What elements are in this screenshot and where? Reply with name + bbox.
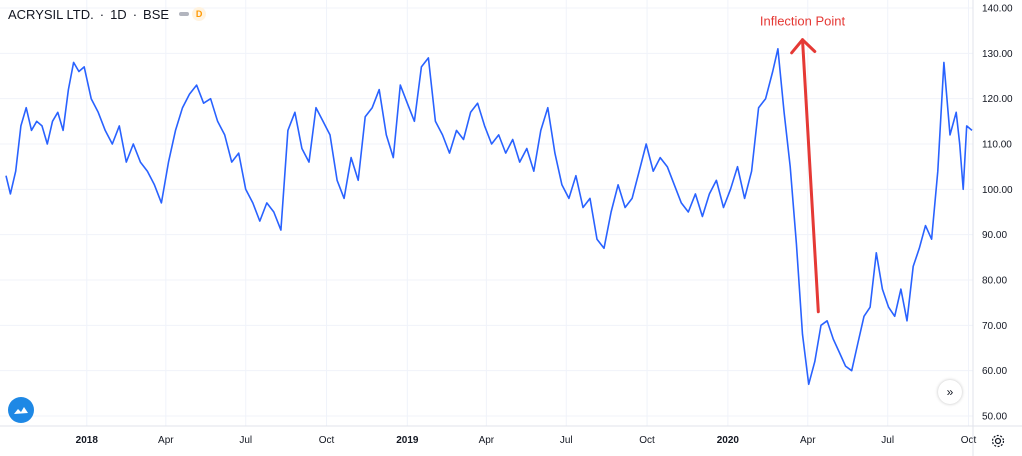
x-tick-label: 2019 — [396, 435, 419, 446]
y-tick-label: 70.00 — [982, 321, 1007, 332]
symbol-name[interactable]: ACRYSIL LTD. — [8, 6, 94, 22]
interval-label[interactable]: 1D — [110, 6, 127, 22]
annotation-arrow-head — [790, 38, 817, 55]
minus-icon — [179, 12, 190, 16]
status-pill[interactable]: D — [179, 7, 207, 21]
x-tick-label: Jul — [881, 435, 894, 446]
x-tick-label: Jul — [239, 435, 252, 446]
y-tick-label: 140.00 — [982, 4, 1013, 15]
annotation-label: Inflection Point — [760, 14, 846, 29]
y-tick-label: 80.00 — [982, 276, 1007, 287]
y-tick-label: 60.00 — [982, 366, 1007, 377]
symbol-header: ACRYSIL LTD. · 1D · BSE D — [8, 5, 207, 23]
x-tick-label: Apr — [158, 435, 174, 446]
y-tick-label: 120.00 — [982, 94, 1013, 105]
x-tick-label: 2020 — [717, 435, 740, 446]
x-tick-label: 2018 — [76, 435, 99, 446]
x-tick-label: Oct — [319, 435, 335, 446]
x-tick-label: Apr — [800, 435, 816, 446]
delayed-badge: D — [192, 7, 207, 21]
y-tick-label: 130.00 — [982, 49, 1013, 60]
y-tick-label: 50.00 — [982, 412, 1007, 423]
y-tick-label: 90.00 — [982, 230, 1007, 241]
separator-dot: · — [99, 6, 105, 22]
exchange-label: BSE — [143, 6, 170, 22]
y-tick-label: 100.00 — [982, 185, 1013, 196]
tradingview-cloud-icon[interactable] — [8, 397, 34, 423]
double-chevron-right-icon[interactable]: » — [938, 380, 962, 404]
separator-dot: · — [132, 6, 138, 22]
annotation-arrow-shaft — [801, 38, 820, 314]
x-tick-label: Oct — [961, 435, 977, 446]
price-line — [5, 48, 973, 386]
y-tick-label: 110.00 — [982, 140, 1012, 151]
gear-icon[interactable] — [990, 433, 1006, 449]
x-tick-label: Jul — [560, 435, 573, 446]
x-tick-label: Oct — [639, 435, 655, 446]
x-tick-label: Apr — [479, 435, 495, 446]
